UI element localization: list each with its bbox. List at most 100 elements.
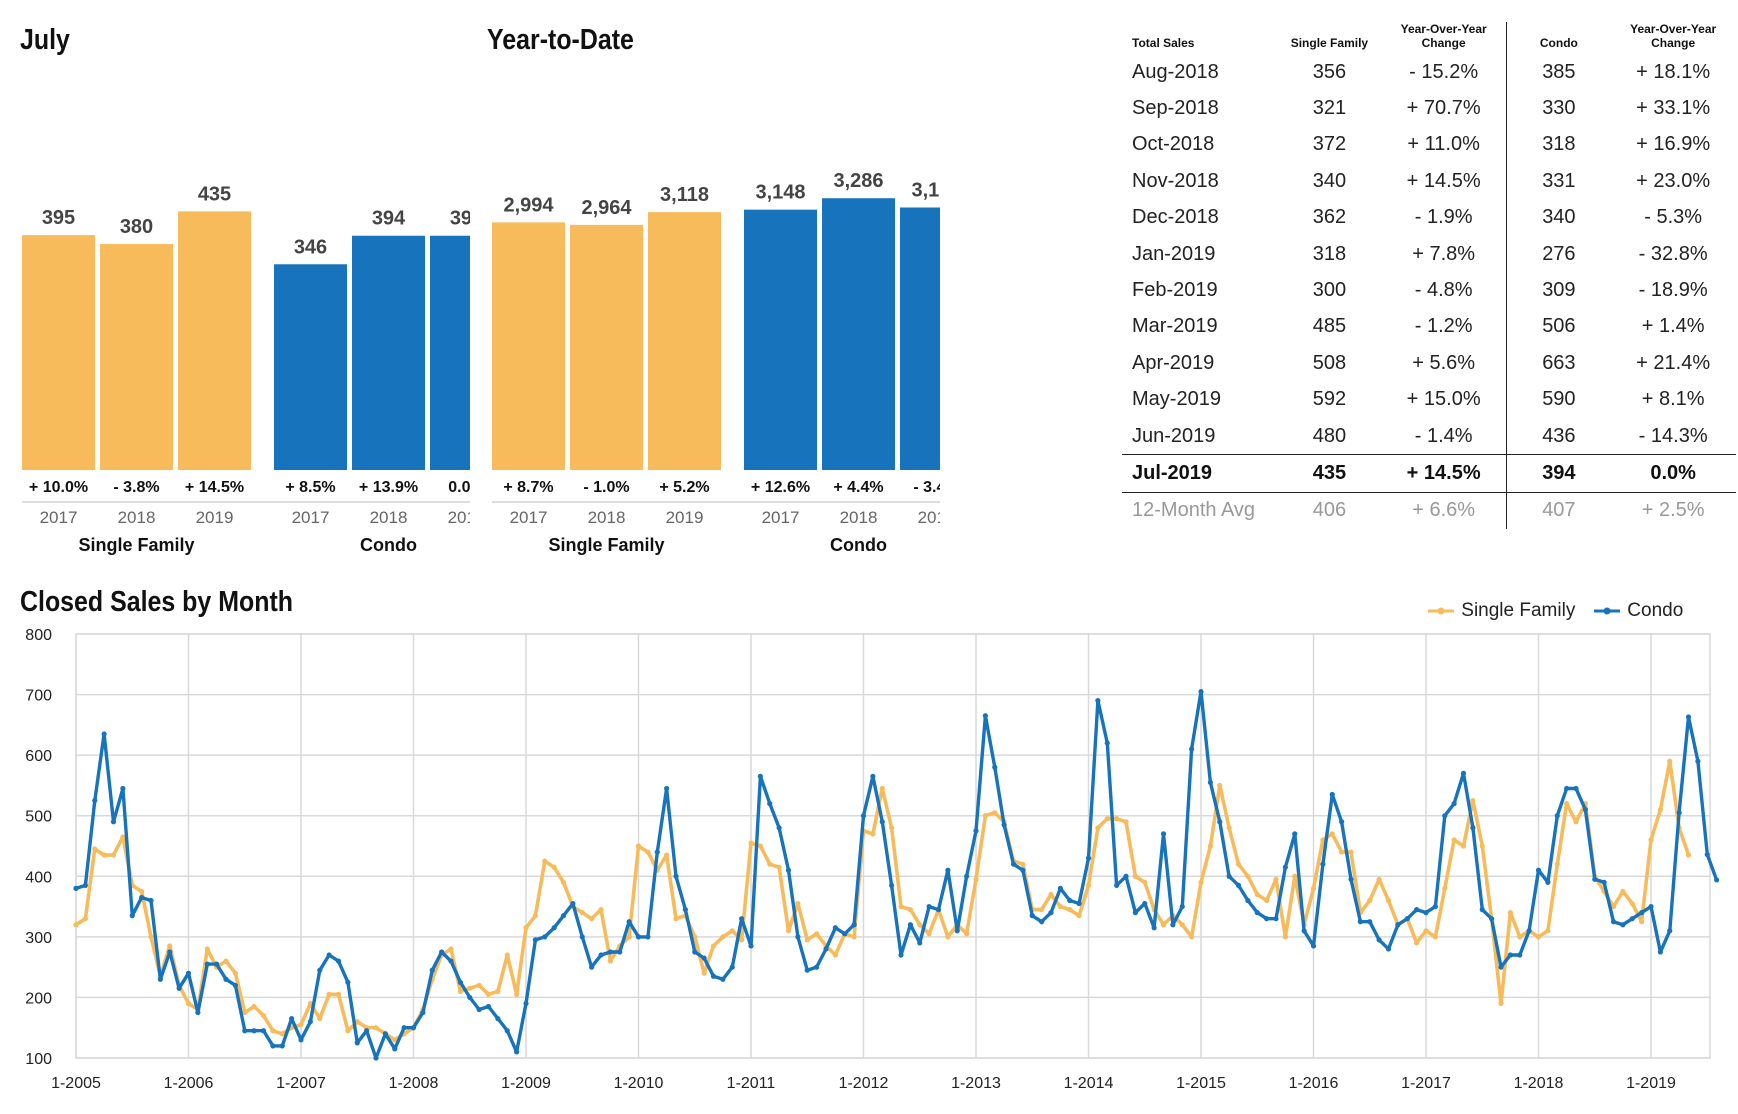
- point-single-family: [1657, 807, 1663, 813]
- cell-sf: 485: [1312, 315, 1347, 338]
- point-condo: [373, 1055, 379, 1061]
- bar-change-label: + 13.9%: [359, 479, 418, 496]
- cell-sf: 592: [1312, 388, 1347, 411]
- x-tick-label: 1-2015: [1176, 1075, 1226, 1092]
- point-single-family: [1039, 907, 1045, 913]
- point-single-family: [1198, 879, 1204, 885]
- point-single-family: [889, 825, 895, 831]
- point-condo: [1657, 949, 1663, 955]
- point-condo: [1667, 928, 1673, 934]
- point-condo: [129, 913, 135, 919]
- y-tick-label: 600: [25, 748, 52, 765]
- point-single-family: [1470, 797, 1476, 804]
- cell-month: May-2019: [1132, 388, 1221, 411]
- x-tick-label: 1-2006: [164, 1075, 214, 1092]
- point-single-family: [148, 934, 154, 940]
- point-condo: [692, 949, 698, 955]
- point-condo: [476, 1006, 482, 1013]
- point-single-family: [251, 1003, 257, 1010]
- point-condo: [345, 979, 351, 985]
- point-condo: [1535, 867, 1542, 873]
- point-condo: [626, 919, 632, 925]
- cell-condo: 318: [1542, 133, 1576, 156]
- point-condo: [195, 1009, 201, 1016]
- point-condo: [739, 916, 745, 922]
- point-condo: [1395, 922, 1401, 928]
- point-single-family: [1057, 903, 1063, 910]
- point-single-family: [92, 846, 98, 852]
- y-tick-label: 800: [25, 627, 52, 644]
- point-single-family: [1085, 882, 1092, 888]
- bar-year-label: 2017: [762, 508, 800, 527]
- point-condo: [804, 967, 810, 973]
- point-condo: [1198, 688, 1204, 695]
- cell-month: Aug-2018: [1132, 60, 1219, 83]
- table-row: Aug-2018 356 - 15.2% 385 + 18.1%: [1122, 54, 1736, 91]
- bar-condo-2019: [900, 207, 940, 471]
- point-condo: [279, 1043, 285, 1049]
- bar-value-label: 395: [42, 207, 75, 229]
- point-single-family: [907, 907, 913, 913]
- series-line-condo: [75, 689, 1719, 1060]
- point-condo: [1554, 813, 1560, 819]
- point-condo: [598, 952, 604, 958]
- point-condo: [832, 925, 838, 931]
- point-condo: [1207, 779, 1213, 785]
- point-condo: [317, 967, 323, 973]
- x-tick-label: 1-2010: [614, 1075, 664, 1092]
- point-single-family: [1320, 837, 1326, 843]
- point-single-family: [973, 876, 979, 882]
- point-condo: [935, 907, 942, 913]
- ytd-bar-chart: 2,994 + 8.7% 2017 2,964 - 1.0% 2018 3,118 + 5.2…: [492, 170, 940, 555]
- point-single-family: [532, 913, 538, 919]
- bar-change-label: - 3.8%: [113, 479, 159, 496]
- point-single-family: [1114, 816, 1120, 822]
- point-condo: [448, 958, 454, 964]
- cell-sf-change: - 1.9%: [1380, 199, 1508, 236]
- point-single-family: [814, 931, 820, 937]
- point-condo: [495, 1016, 501, 1022]
- point-condo: [139, 894, 145, 901]
- point-single-family: [964, 931, 970, 937]
- group-label: Condo: [360, 535, 417, 555]
- point-condo: [1132, 910, 1138, 916]
- table-row: Dec-2018 362 - 1.9% 340 - 5.3%: [1122, 199, 1736, 236]
- table-row: Apr-2019 508 + 5.6% 663 + 21.4%: [1122, 345, 1736, 382]
- point-single-family: [785, 928, 792, 934]
- point-condo: [148, 897, 154, 904]
- point-single-family: [832, 952, 838, 958]
- cell-month: Dec-2018: [1132, 206, 1219, 229]
- cell-month: Apr-2019: [1132, 351, 1215, 374]
- point-condo: [767, 801, 773, 807]
- point-single-family: [1226, 825, 1232, 831]
- point-condo: [982, 713, 988, 719]
- point-condo: [1414, 907, 1420, 913]
- point-condo: [514, 1049, 520, 1055]
- point-single-family: [1414, 940, 1420, 946]
- point-single-family: [626, 934, 632, 940]
- point-condo: [354, 1040, 360, 1046]
- x-tick-label: 1-2019: [1626, 1075, 1676, 1092]
- point-single-family: [1189, 934, 1195, 940]
- point-condo: [157, 976, 163, 982]
- cell-condo: 407: [1542, 499, 1576, 522]
- bar-change-label: - 3.4%: [913, 479, 940, 496]
- point-condo: [1057, 885, 1063, 891]
- point-condo: [645, 934, 651, 940]
- table-row: Jun-2019 480 - 1.4% 436 - 14.3%: [1122, 417, 1736, 455]
- cell-sf: 321: [1312, 97, 1347, 120]
- legend-single-family-swatch: [1428, 607, 1454, 615]
- point-condo: [1020, 867, 1026, 873]
- point-single-family: [776, 864, 782, 870]
- point-condo: [270, 1043, 276, 1049]
- bar-single-family-2019: [178, 211, 251, 470]
- point-condo: [1264, 916, 1270, 922]
- bar-year-label: 2017: [40, 508, 78, 527]
- point-single-family: [795, 900, 801, 907]
- cell-sf: 362: [1312, 206, 1347, 229]
- point-condo: [176, 985, 182, 991]
- point-condo: [1273, 916, 1279, 922]
- cell-condo: 436: [1542, 424, 1576, 447]
- point-condo: [560, 913, 567, 919]
- cell-condo-change: - 14.3%: [1638, 424, 1708, 447]
